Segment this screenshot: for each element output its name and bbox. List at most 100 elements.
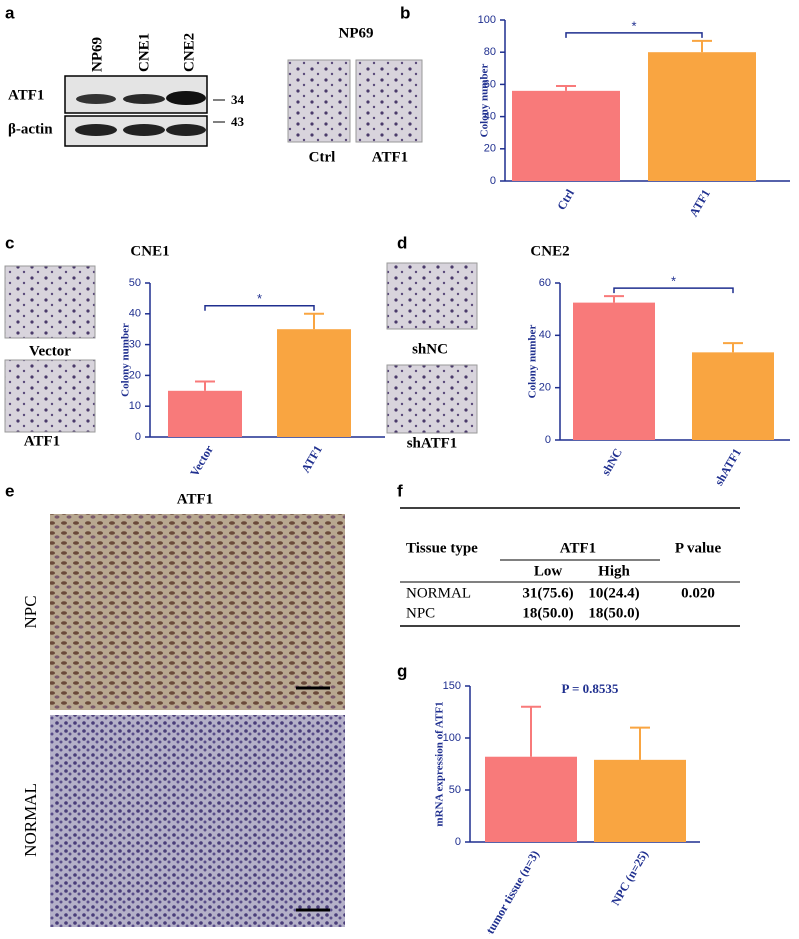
- y-tick-label: 50: [449, 784, 461, 796]
- annotation: P = 0.8535: [562, 681, 619, 696]
- y-tick-label: 60: [484, 78, 496, 90]
- lane-label: NP69: [89, 37, 105, 72]
- band: [166, 124, 206, 136]
- significance-bracket: [565, 32, 703, 38]
- band: [166, 91, 206, 105]
- y-tick-label: 80: [484, 46, 496, 58]
- bar: [594, 759, 686, 842]
- y-axis-label: mRNA expression of ATF1: [434, 701, 446, 826]
- band: [76, 94, 116, 104]
- panel-label: a: [5, 3, 15, 22]
- table: Tissue type ATF1 P value Low High NORMAL…: [400, 507, 740, 627]
- x-tick-label: Non-tumor tissue (n=3): [470, 848, 542, 934]
- y-tick-label: 40: [129, 308, 141, 320]
- panel-label: c: [5, 233, 14, 252]
- y-axis-label: Colony number: [120, 323, 132, 397]
- y-tick-label: 20: [484, 143, 496, 155]
- table-cell: NORMAL: [406, 585, 471, 601]
- histology-image: [50, 514, 345, 710]
- y-tick-label: 100: [443, 732, 461, 744]
- plate-image: [386, 364, 478, 434]
- table-header: ATF1: [560, 540, 596, 556]
- significance-bracket: [204, 305, 315, 311]
- significance-bracket: [613, 287, 734, 294]
- plate-label: Vector: [29, 343, 71, 359]
- y-axis-label: Colony number: [527, 325, 539, 399]
- band: [123, 124, 165, 136]
- y-tick-label: 0: [135, 431, 141, 443]
- marker-label: 34: [231, 92, 245, 107]
- bar: [648, 52, 756, 182]
- plate-image: [355, 59, 423, 143]
- table-header: P value: [675, 540, 722, 556]
- row-label: ATF1: [8, 87, 44, 103]
- table-header: Tissue type: [406, 540, 478, 556]
- y-tick-label: 150: [443, 680, 461, 692]
- plate-label: shATF1: [407, 435, 458, 451]
- table-cell: 31(75.6): [522, 585, 573, 601]
- bar: [277, 329, 351, 437]
- marker-label: 43: [231, 114, 245, 129]
- bar: [168, 390, 242, 437]
- y-tick-label: 50: [129, 277, 141, 289]
- significance-label: *: [671, 274, 676, 289]
- significance-label: *: [631, 18, 636, 33]
- bar: [512, 90, 620, 181]
- x-tick-label: shNC: [599, 446, 625, 478]
- histology-title: ATF1: [177, 491, 213, 507]
- x-tick-label: Ctrl: [554, 186, 577, 212]
- panel-label: b: [400, 3, 410, 22]
- table-cell: NPC: [406, 605, 435, 621]
- y-tick-label: 100: [478, 14, 496, 26]
- table-subheader: High: [598, 563, 630, 579]
- chart-title: CNE2: [530, 243, 569, 259]
- plate-image: [287, 59, 351, 143]
- y-tick-label: 10: [129, 400, 141, 412]
- lane-label: CNE2: [181, 33, 197, 72]
- table-cell: 0.020: [681, 585, 715, 601]
- y-tick-label: 0: [455, 836, 461, 848]
- table-subheader: Low: [534, 563, 563, 579]
- plate-image: [4, 359, 96, 433]
- table-cell: 18(50.0): [522, 605, 573, 621]
- row-label: β-actin: [8, 121, 53, 137]
- y-tick-label: 20: [539, 382, 551, 394]
- y-tick-label: 20: [129, 369, 141, 381]
- histology-image: [50, 715, 345, 927]
- x-tick-label: ATF1: [298, 443, 325, 475]
- plate-label: ATF1: [372, 149, 408, 165]
- y-axis-label: Colony number: [479, 64, 491, 138]
- panel-label: f: [397, 481, 403, 500]
- plate-label: shNC: [412, 341, 448, 357]
- y-tick-label: 40: [539, 329, 551, 341]
- y-tick-label: 30: [129, 339, 141, 351]
- table-cell: 18(50.0): [588, 605, 639, 621]
- x-tick-label: NPC (n=25): [608, 848, 651, 908]
- panel-label: e: [5, 481, 14, 500]
- plate-image: [386, 262, 478, 330]
- band: [75, 124, 117, 136]
- panel-label: g: [397, 661, 407, 680]
- x-tick-label: shATF1: [712, 446, 744, 488]
- bar: [692, 352, 774, 440]
- plate-label: ATF1: [24, 433, 60, 449]
- bar: [485, 756, 577, 842]
- chart-title: NP69: [339, 25, 374, 41]
- lane-label: CNE1: [136, 33, 152, 72]
- table-cell: 10(24.4): [588, 585, 639, 601]
- significance-label: *: [257, 291, 262, 306]
- panel-label: d: [397, 233, 407, 252]
- y-tick-label: 0: [490, 175, 496, 187]
- x-tick-label: ATF1: [686, 187, 713, 219]
- plate-label: Ctrl: [309, 149, 336, 165]
- bar: [573, 302, 655, 440]
- x-tick-label: Vector: [187, 442, 216, 479]
- band: [123, 94, 165, 104]
- y-tick-label: 60: [539, 277, 551, 289]
- plate-image: [4, 265, 96, 339]
- histology-label: NORMAL: [21, 783, 40, 857]
- y-tick-label: 0: [545, 434, 551, 446]
- histology-label: NPC: [21, 595, 40, 628]
